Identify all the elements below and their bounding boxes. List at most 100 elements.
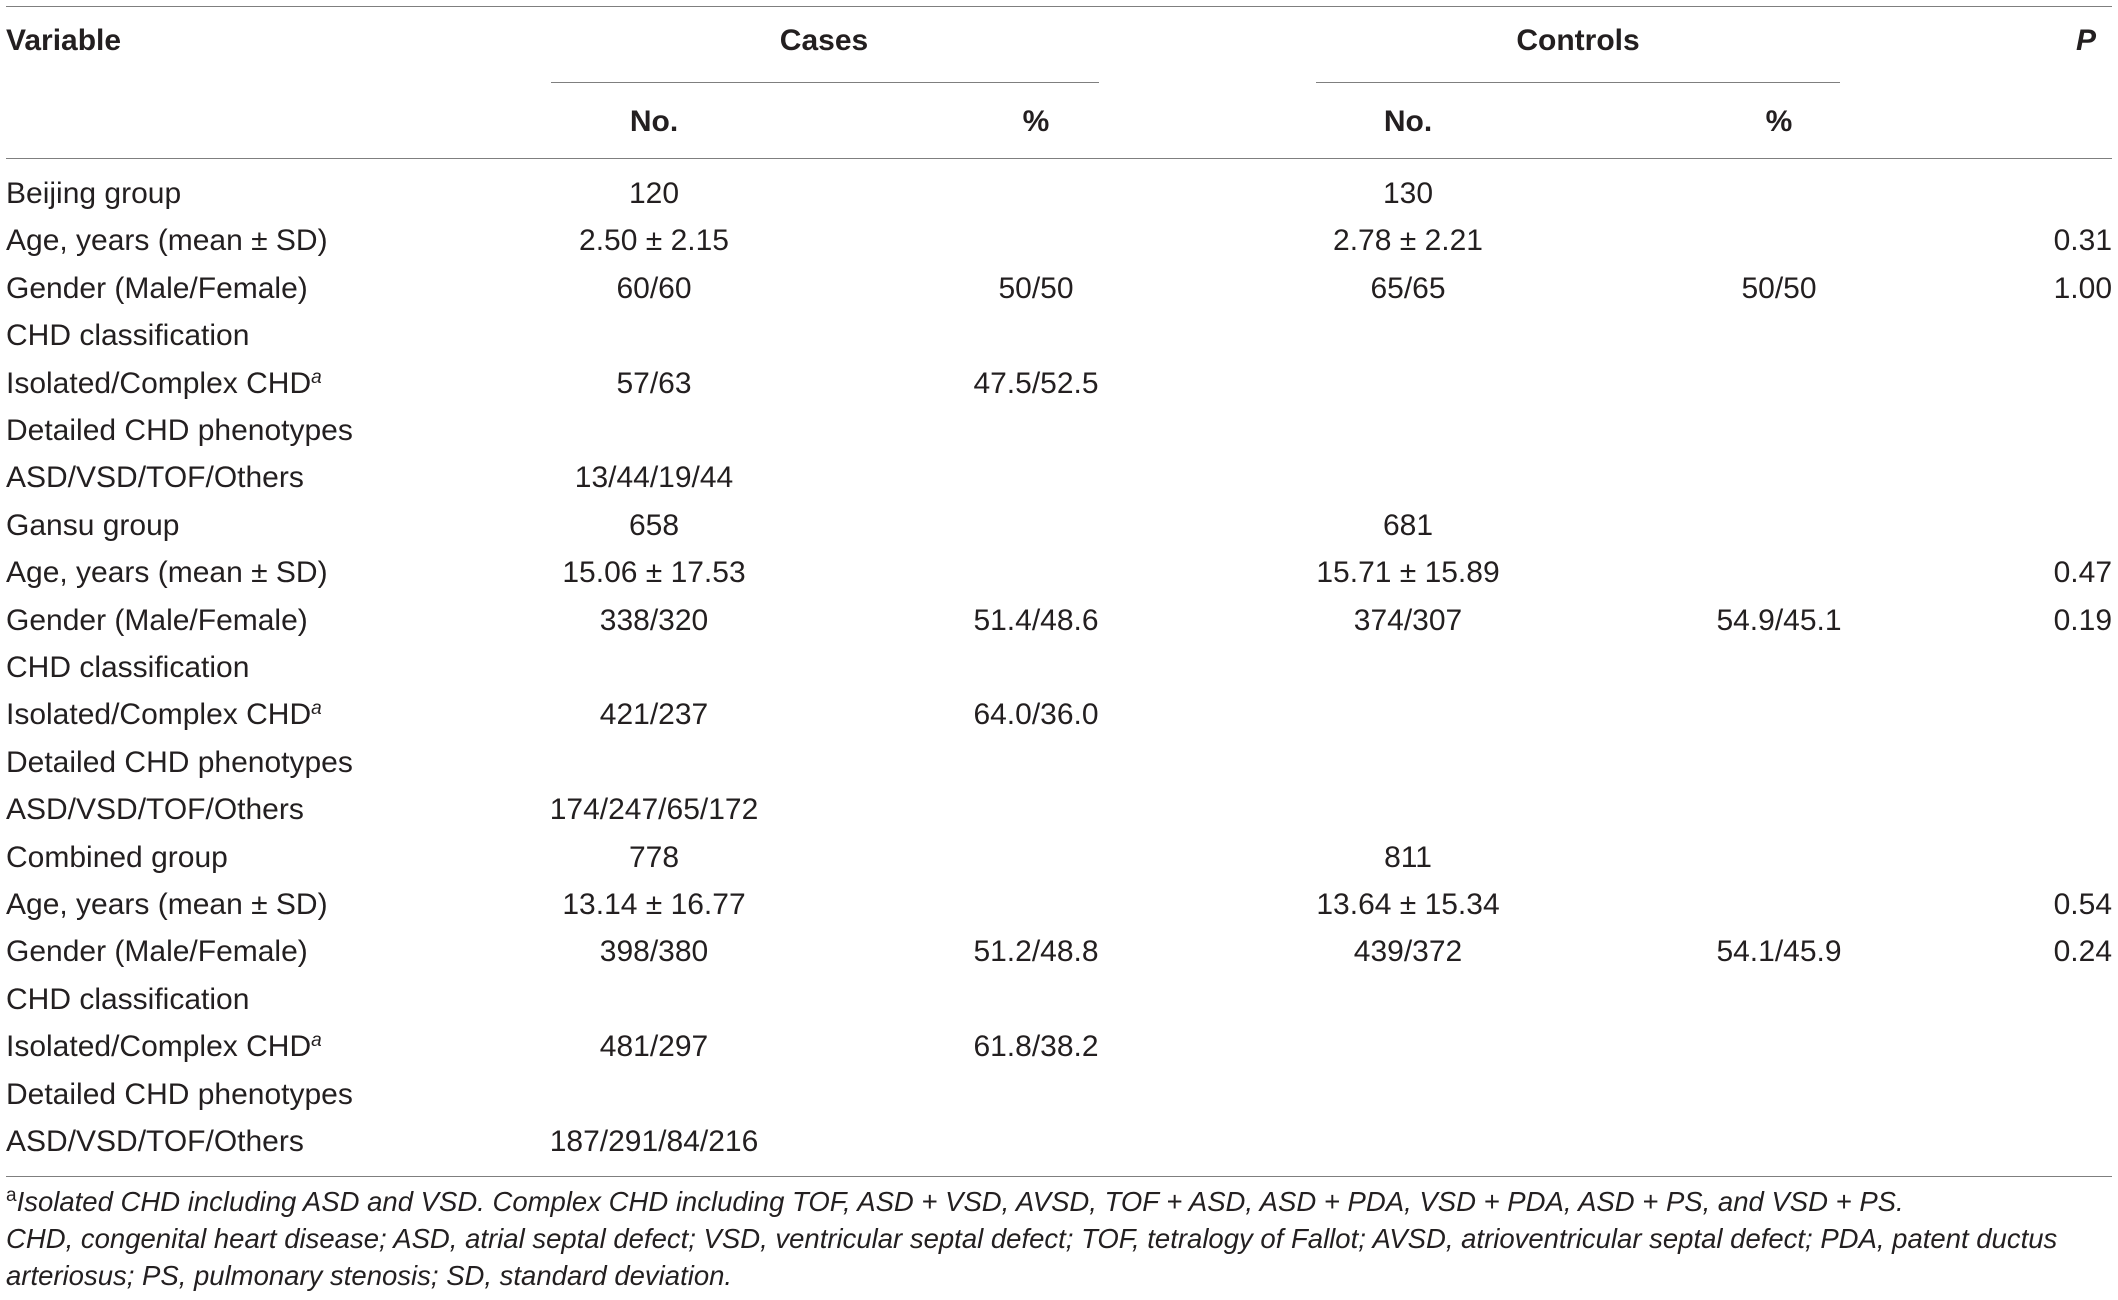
footnote-abbreviations-line1: CHD, congenital heart disease; ASD, atri… <box>6 1223 2058 1254</box>
row-label: Gansu group <box>6 506 179 546</box>
controls-no-cell: 811 <box>1384 841 1432 874</box>
row-label-text: Isolated/Complex CHD <box>6 1030 312 1063</box>
row-label-text: Detailed CHD phenotypes <box>6 1078 353 1111</box>
controls-no-cell: 2.78 ± 2.21 <box>1333 224 1483 257</box>
footnote-superscript: a <box>311 698 322 719</box>
footnote-marker: a <box>6 1185 17 1206</box>
cases-pct-cell: 47.5/52.5 <box>973 367 1099 400</box>
p-value-cell: 0.47 <box>2053 556 2112 589</box>
controls-no-cell: 374/307 <box>1353 604 1463 637</box>
cases-no-cell: 338/320 <box>599 604 709 637</box>
cases-pct-cell: 61.8/38.2 <box>973 1030 1099 1063</box>
row-label: Beijing group <box>6 174 181 214</box>
row-label: Detailed CHD phenotypes <box>6 1075 353 1115</box>
header-variable: Variable <box>6 24 122 57</box>
row-label: Age, years (mean ± SD) <box>6 221 328 261</box>
controls-pct-cell: 54.1/45.9 <box>1716 935 1842 968</box>
header-bottom-rule <box>6 158 2112 159</box>
footnote-abbreviations-line2: arteriosus; PS, pulmonary stenosis; SD, … <box>6 1260 733 1291</box>
controls-no-cell: 681 <box>1382 509 1434 542</box>
row-label-text: Detailed CHD phenotypes <box>6 414 353 447</box>
cases-no-cell: 187/291/84/216 <box>549 1125 759 1158</box>
row-label-text: Gender (Male/Female) <box>6 935 308 968</box>
row-label: Gender (Male/Female) <box>6 269 308 309</box>
controls-span-rule <box>1316 82 1840 83</box>
cases-pct-cell: 51.2/48.8 <box>973 935 1099 968</box>
header-controls-no: No. <box>1383 105 1433 138</box>
cases-pct-cell: 64.0/36.0 <box>973 698 1099 731</box>
cases-no-cell: 481/297 <box>599 1030 709 1063</box>
row-label: Combined group <box>6 838 228 878</box>
controls-no-cell: 439/372 <box>1353 935 1463 968</box>
controls-pct-cell: 54.9/45.1 <box>1716 604 1842 637</box>
cases-no-cell: 778 <box>628 841 680 874</box>
row-label-text: Isolated/Complex CHD <box>6 698 312 731</box>
row-label: Age, years (mean ± SD) <box>6 553 328 593</box>
controls-no-cell: 15.71 ± 15.89 <box>1316 556 1500 589</box>
header-p: P <box>2075 24 2096 57</box>
row-label-text: Combined group <box>6 841 228 874</box>
row-label-text: Detailed CHD phenotypes <box>6 746 353 779</box>
row-label-text: Gender (Male/Female) <box>6 272 308 305</box>
p-value-cell: 0.31 <box>2053 224 2112 257</box>
header-cases: Cases <box>779 24 869 57</box>
row-label-text: Age, years (mean ± SD) <box>6 888 328 921</box>
cases-no-cell: 658 <box>628 509 680 542</box>
row-label-text: Isolated/Complex CHD <box>6 367 312 400</box>
p-value-cell: 1.00 <box>2053 272 2112 305</box>
header-cases-pct: % <box>1022 105 1050 138</box>
row-label: ASD/VSD/TOF/Others <box>6 790 304 830</box>
cases-no-cell: 398/380 <box>599 935 709 968</box>
header-cases-no: No. <box>629 105 679 138</box>
controls-pct-cell: 50/50 <box>1741 272 1817 305</box>
row-label-text: ASD/VSD/TOF/Others <box>6 461 304 494</box>
footnote-superscript: a <box>311 367 322 388</box>
row-label-text: CHD classification <box>6 983 250 1016</box>
cases-pct-cell: 51.4/48.6 <box>973 604 1099 637</box>
cases-no-cell: 13.14 ± 16.77 <box>562 888 746 921</box>
cases-no-cell: 2.50 ± 2.15 <box>579 224 729 257</box>
cases-no-cell: 174/247/65/172 <box>549 793 759 826</box>
row-label-text: CHD classification <box>6 651 250 684</box>
row-label: ASD/VSD/TOF/Others <box>6 1122 304 1162</box>
row-label: Gender (Male/Female) <box>6 932 308 972</box>
row-label: Isolated/Complex CHDa <box>6 695 322 735</box>
row-label-text: ASD/VSD/TOF/Others <box>6 793 304 826</box>
footnote-a: aIsolated CHD including ASD and VSD. Com… <box>6 1183 1904 1220</box>
controls-no-cell: 13.64 ± 15.34 <box>1316 888 1500 921</box>
row-label-text: Gender (Male/Female) <box>6 604 308 637</box>
footnote-superscript: a <box>311 1030 322 1051</box>
row-label-text: Gansu group <box>6 509 180 542</box>
row-label: CHD classification <box>6 648 249 688</box>
row-label: ASD/VSD/TOF/Others <box>6 458 304 498</box>
row-label-text: Age, years (mean ± SD) <box>6 556 328 589</box>
row-label: CHD classification <box>6 316 249 356</box>
row-label: Age, years (mean ± SD) <box>6 885 328 925</box>
cases-span-rule <box>551 82 1099 83</box>
cases-no-cell: 15.06 ± 17.53 <box>562 556 746 589</box>
table-bottom-rule <box>6 1176 2112 1177</box>
row-label-text: CHD classification <box>6 319 250 352</box>
row-label: Gender (Male/Female) <box>6 601 308 641</box>
row-label: Isolated/Complex CHDa <box>6 364 322 404</box>
footnote-a-text: Isolated CHD including ASD and VSD. Comp… <box>16 1186 1904 1217</box>
cases-pct-cell: 50/50 <box>998 272 1074 305</box>
cases-no-cell: 120 <box>628 177 680 210</box>
top-rule <box>6 6 2112 7</box>
row-label-text: ASD/VSD/TOF/Others <box>6 1125 304 1158</box>
header-controls: Controls <box>1516 24 1640 57</box>
controls-no-cell: 130 <box>1382 177 1434 210</box>
row-label: Detailed CHD phenotypes <box>6 411 353 451</box>
row-label-text: Age, years (mean ± SD) <box>6 224 328 257</box>
row-label: Detailed CHD phenotypes <box>6 743 353 783</box>
row-label: Isolated/Complex CHDa <box>6 1027 322 1067</box>
row-label-text: Beijing group <box>6 177 182 210</box>
p-value-cell: 0.24 <box>2053 935 2112 968</box>
p-value-cell: 0.19 <box>2053 604 2112 637</box>
p-value-cell: 0.54 <box>2053 888 2112 921</box>
cases-no-cell: 60/60 <box>616 272 692 305</box>
cases-no-cell: 421/237 <box>599 698 709 731</box>
controls-no-cell: 65/65 <box>1370 272 1446 305</box>
cases-no-cell: 57/63 <box>616 367 692 400</box>
